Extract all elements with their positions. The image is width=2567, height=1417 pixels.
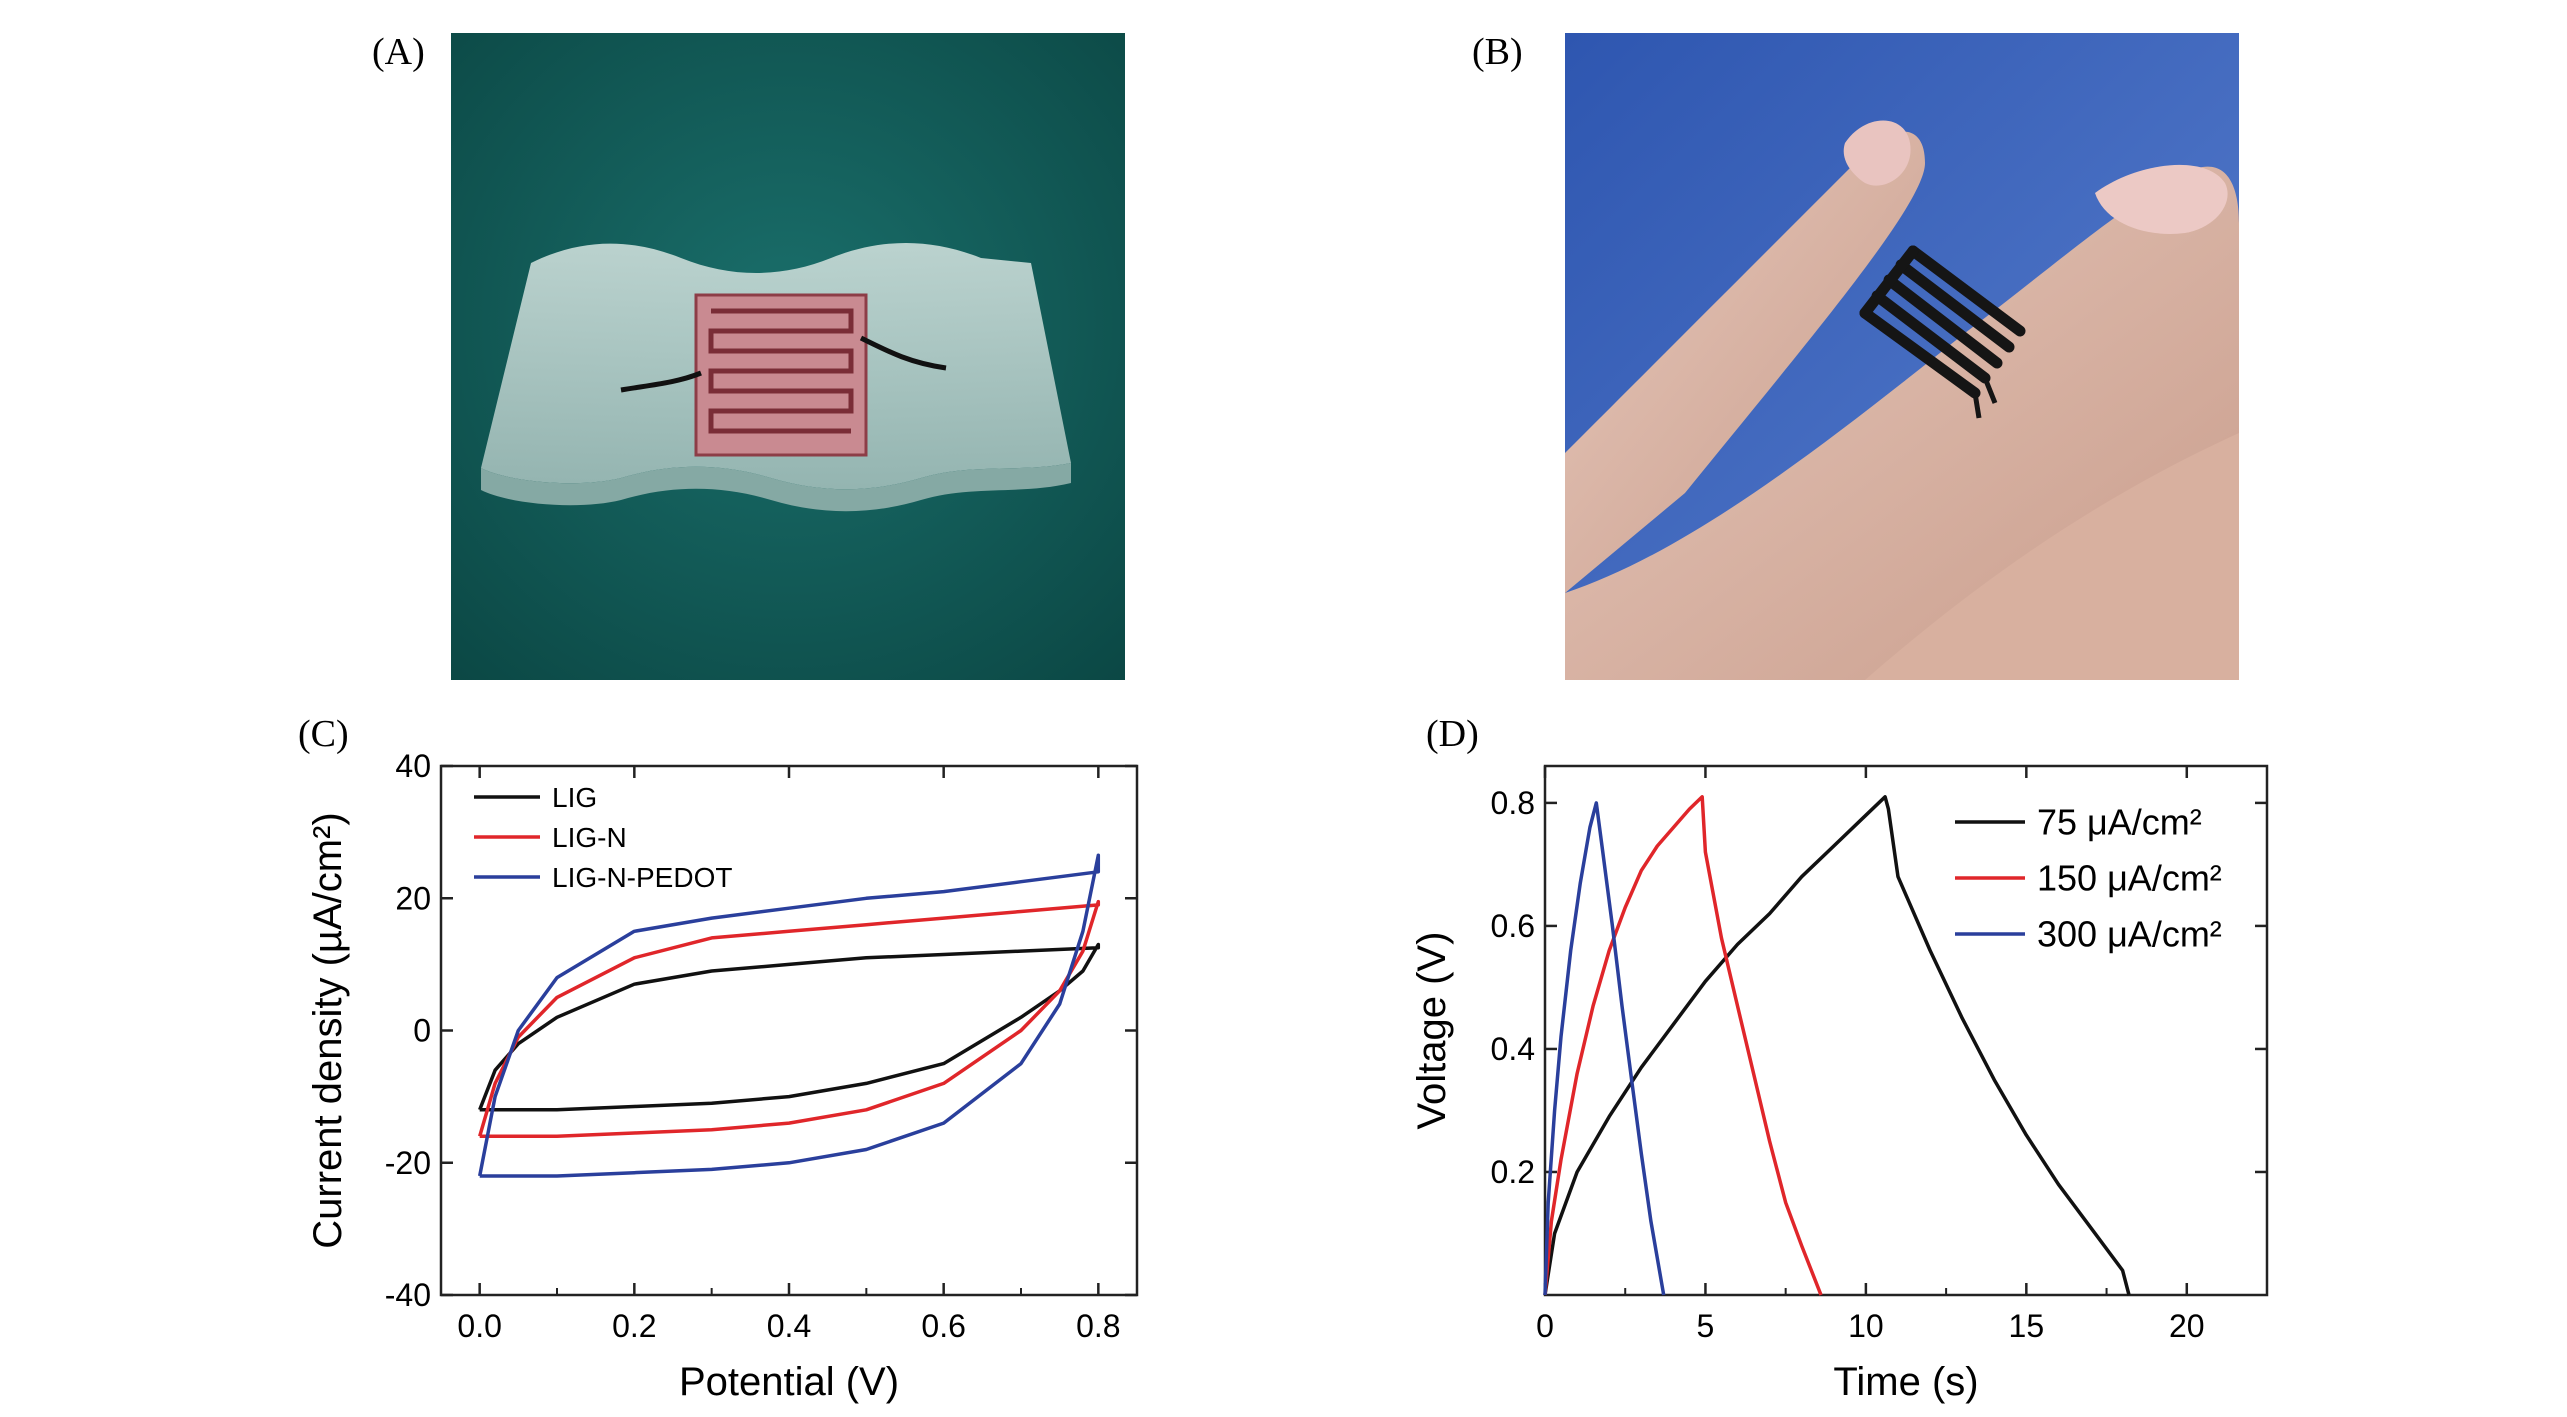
x-tick-label: 0.6 — [921, 1308, 965, 1344]
y-tick-label: 0.2 — [1491, 1154, 1535, 1190]
y-tick-label: -20 — [385, 1145, 431, 1181]
y-tick-label: 0.8 — [1491, 785, 1535, 821]
plot-frame — [1543, 764, 2269, 1297]
chart-d-plot-area: 0 5 10 15 20 0.2 0.4 0.6 0.8 Time (s) Voltage (V) 7… — [1410, 764, 2269, 1404]
x-tick-label: 0.0 — [457, 1308, 501, 1344]
y-tick-label: 0 — [413, 1013, 431, 1049]
series-line-2 — [1543, 795, 1823, 1296]
x-tick-label: 15 — [2009, 1308, 2045, 1344]
legend-label-1: 75 μA/cm² — [2037, 802, 2202, 843]
y-axis-label: Voltage (V) — [1410, 932, 1454, 1130]
x-tick-label: 0.4 — [767, 1308, 811, 1344]
x-axis-label: Time (s) — [1833, 1360, 1978, 1404]
series-line-1 — [478, 942, 1101, 1112]
legend-label-3: 300 μA/cm² — [2037, 914, 2222, 955]
x-axis-label: Potential (V) — [679, 1360, 899, 1404]
x-tick-label: 0.2 — [612, 1308, 656, 1344]
photo-b-illustration — [1565, 33, 2239, 680]
panel-label-c: (C) — [298, 713, 349, 755]
chart-c-plot-area: 0.0 0.2 0.4 0.6 0.8 40 20 0 -20 -40 Potential (V) C… — [306, 748, 1139, 1404]
series-line-2 — [478, 899, 1101, 1139]
y-tick-label: -40 — [385, 1277, 431, 1313]
series-line-3 — [1543, 801, 1666, 1296]
photo-a-illustration — [451, 33, 1125, 680]
y-axis-label: Current density (µA/cm²) — [306, 812, 350, 1248]
y-tick-label: 40 — [395, 748, 431, 784]
plot-frame — [439, 764, 1139, 1297]
x-tick-label: 20 — [2169, 1308, 2205, 1344]
x-tick-label: 0.8 — [1076, 1308, 1120, 1344]
y-tick-label: 0.4 — [1491, 1031, 1535, 1067]
photo-flexible-supercapacitor — [451, 33, 1125, 680]
y-tick-label: 20 — [395, 880, 431, 916]
legend-label-3: LIG-N-PEDOT — [552, 862, 732, 893]
x-tick-label: 10 — [1848, 1308, 1884, 1344]
panel-label-d: (D) — [1426, 713, 1479, 755]
panel-label-a: (A) — [372, 31, 425, 73]
photo-wearable-device-finger — [1565, 33, 2239, 680]
series-line-3 — [477, 853, 1101, 1178]
legend-label-2: 150 μA/cm² — [2037, 858, 2222, 899]
legend-label-1: LIG — [552, 782, 597, 813]
panel-label-b: (B) — [1472, 31, 1523, 73]
legend-label-2: LIG-N — [552, 822, 627, 853]
x-tick-label: 0 — [1536, 1308, 1554, 1344]
x-tick-label: 5 — [1697, 1308, 1715, 1344]
y-tick-label: 0.6 — [1491, 908, 1535, 944]
